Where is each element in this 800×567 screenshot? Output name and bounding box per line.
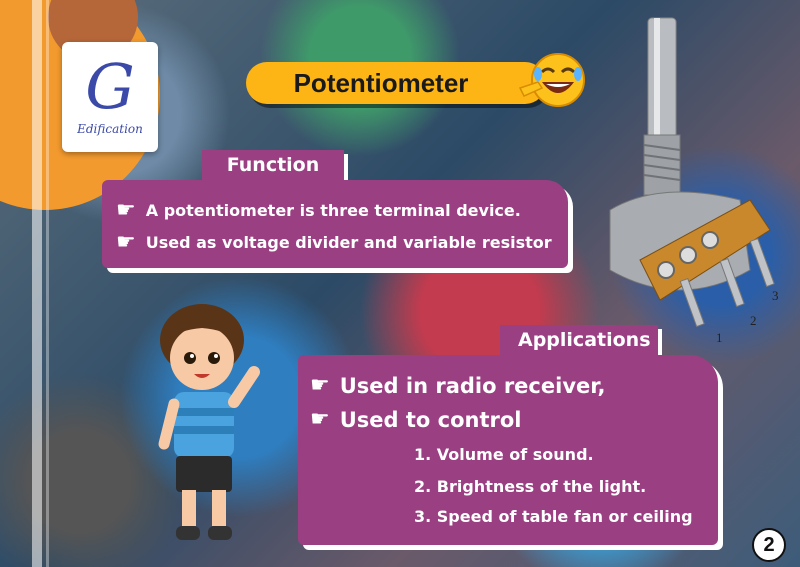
applications-bullet: ☛ Used to control	[310, 407, 522, 432]
logo-word: Edification	[77, 122, 143, 136]
decorative-light-strip	[32, 0, 42, 567]
pin-label-1: 1	[716, 330, 723, 345]
function-bullet-text: A potentiometer is three terminal device…	[145, 201, 521, 220]
cartoon-boy-illustration	[158, 304, 260, 540]
applications-bullet-text: Used to control	[339, 407, 522, 432]
applications-heading: Applications	[500, 325, 658, 355]
logo: G Edification	[62, 42, 158, 152]
pointing-hand-icon: ☛	[116, 198, 136, 223]
pin-label-3: 3	[772, 288, 779, 303]
applications-sub-item: 3. Speed of table fan or ceiling	[414, 507, 693, 526]
applications-bullet-text: Used in radio receiver,	[339, 373, 606, 398]
applications-sub-item: 2. Brightness of the light.	[414, 477, 647, 496]
applications-box: ☛ Used in radio receiver, ☛ Used to cont…	[298, 355, 718, 545]
potentiometer-image	[609, 17, 775, 328]
applications-bullet: ☛ Used in radio receiver,	[310, 373, 606, 398]
page-number: 2	[752, 528, 786, 562]
applications-sub-item: 1. Volume of sound.	[414, 445, 594, 464]
page-title: Potentiometer	[293, 67, 469, 98]
pin-label-2: 2	[750, 313, 757, 328]
function-bullet: ☛ Used as voltage divider and variable r…	[116, 230, 552, 255]
laughing-emoji-icon	[518, 53, 585, 107]
pointing-hand-icon: ☛	[310, 407, 330, 432]
function-heading: Function	[202, 150, 344, 180]
function-bullet-text: Used as voltage divider and variable res…	[145, 233, 552, 252]
logo-letter: G	[85, 50, 135, 123]
decorative-light-strip-thin	[46, 0, 49, 567]
title-banner: Potentiometer	[246, 62, 546, 104]
pointing-hand-icon: ☛	[310, 373, 330, 398]
pointing-hand-icon: ☛	[116, 230, 136, 255]
function-bullet: ☛ A potentiometer is three terminal devi…	[116, 198, 521, 223]
function-box: ☛ A potentiometer is three terminal devi…	[102, 180, 568, 268]
